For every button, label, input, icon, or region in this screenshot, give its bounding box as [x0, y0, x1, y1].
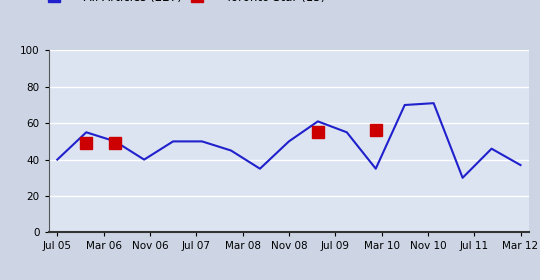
Legend: = All Articles (227), = Toronto Star (13): = All Articles (227), = Toronto Star (13…	[45, 0, 329, 7]
